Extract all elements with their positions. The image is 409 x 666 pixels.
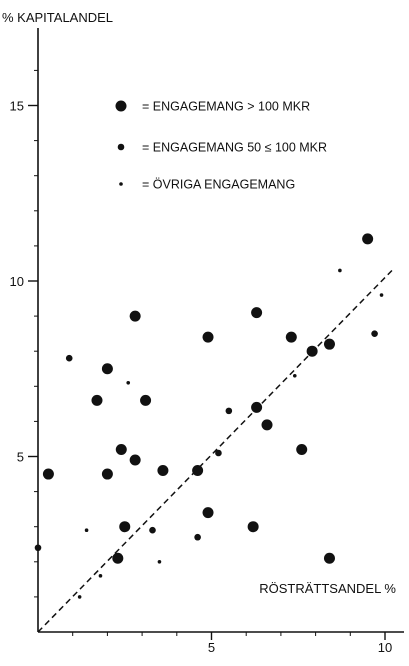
data-point-large: [261, 419, 273, 431]
data-point-large: [112, 552, 124, 564]
data-points: [34, 233, 384, 599]
data-point-large: [101, 363, 113, 375]
data-point-large: [323, 338, 335, 350]
data-point-large: [140, 394, 152, 406]
legend-marker-large: [115, 100, 127, 112]
data-point-medium: [65, 354, 73, 362]
data-point-large: [157, 465, 169, 477]
y-axis-label: % KAPITALANDEL: [2, 10, 113, 25]
major-ticks: 5 10 5 10 15: [10, 99, 393, 656]
data-point-large: [129, 454, 141, 466]
y-tick-label: 15: [10, 99, 24, 114]
data-point-large: [202, 331, 214, 343]
x-tick-label: 5: [208, 640, 215, 655]
data-point-medium: [215, 449, 222, 457]
data-point-medium: [194, 533, 201, 541]
data-point-small: [77, 595, 82, 599]
data-point-large: [362, 233, 374, 245]
reference-line: [37, 269, 393, 633]
data-point-large: [251, 401, 263, 413]
data-point-medium: [225, 407, 233, 415]
data-point-large: [129, 310, 141, 322]
data-point-large: [285, 331, 297, 343]
axes: [37, 28, 404, 633]
legend: = ENGAGEMANG > 100 MKR = ENGAGEMANG 50 ≤ …: [115, 100, 327, 192]
data-point-large: [42, 468, 54, 480]
data-point-medium: [149, 526, 156, 534]
data-point-large: [306, 345, 318, 357]
data-point-small: [157, 560, 162, 564]
legend-marker-small: [119, 182, 123, 186]
data-point-large: [323, 552, 335, 564]
legend-label: = ENGAGEMANG > 100 MKR: [142, 100, 310, 114]
data-point-large: [202, 507, 214, 519]
data-point-large: [91, 394, 103, 406]
y-tick-label: 10: [10, 274, 24, 289]
data-point-large: [101, 468, 113, 480]
data-point-small: [338, 268, 342, 273]
data-point-medium: [34, 544, 42, 552]
data-point-large: [251, 307, 263, 319]
data-point-small: [126, 380, 131, 385]
data-point-small: [84, 528, 89, 533]
y-tick-label: 5: [17, 450, 24, 465]
data-point-medium: [371, 330, 378, 337]
data-point-large: [192, 465, 204, 477]
data-point-large: [296, 443, 308, 455]
data-point-small: [98, 574, 103, 578]
data-point-large: [115, 443, 127, 455]
minor-ticks: [34, 69, 351, 636]
data-point-small: [292, 373, 297, 378]
data-point-large: [119, 521, 131, 533]
legend-label: = ENGAGEMANG 50 ≤ 100 MKR: [142, 141, 327, 155]
reference-line-layer: [37, 269, 393, 633]
x-tick-label: 10: [378, 640, 392, 655]
x-axis-label: RÖSTRÄTTSANDEL %: [259, 581, 396, 596]
legend-label: = ÖVRIGA ENGAGEMANG: [142, 178, 295, 192]
legend-marker-medium: [117, 143, 125, 151]
data-point-large: [247, 521, 259, 533]
data-point-small: [379, 293, 384, 297]
